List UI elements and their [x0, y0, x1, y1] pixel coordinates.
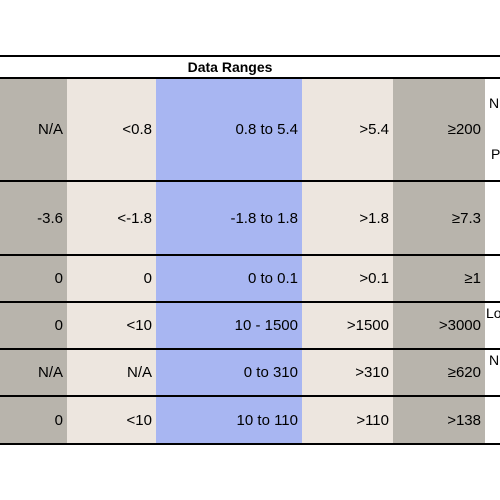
table-cell: <10 — [67, 303, 156, 348]
table-row: 0 0 0 to 0.1 >0.1 ≥1 — [0, 256, 500, 303]
table-cell: >138 — [393, 397, 485, 443]
table-cell: -1.8 to 1.8 — [156, 182, 302, 254]
table-cell: N/A — [67, 350, 156, 395]
table-cell: >5.4 — [302, 79, 393, 180]
table-cell: ≥620 — [393, 350, 485, 395]
table-title-bar: Data Ranges — [0, 55, 500, 79]
table-cell: >3000 — [393, 303, 485, 348]
table-cell: <10 — [67, 397, 156, 443]
row-note: Lo — [486, 305, 500, 321]
row-note: P — [491, 146, 500, 162]
row-note: N — [489, 352, 500, 368]
table-cell: >310 — [302, 350, 393, 395]
table-cell: <0.8 — [67, 79, 156, 180]
table-cell: 10 to 110 — [156, 397, 302, 443]
table-cell: ≥1 — [393, 256, 485, 301]
table-cell: ≥7.3 — [393, 182, 485, 254]
table-cell: ≥200 — [393, 79, 485, 180]
table-cell: >0.1 — [302, 256, 393, 301]
table-row: N/A N/A 0 to 310 >310 ≥620 N — [0, 350, 500, 397]
table-cell: >110 — [302, 397, 393, 443]
table-cell: 0 to 310 — [156, 350, 302, 395]
table-cell: 0 — [67, 256, 156, 301]
table-cell: 0 — [0, 303, 67, 348]
table-cell: N/A — [0, 350, 67, 395]
table-row: -3.6 <-1.8 -1.8 to 1.8 >1.8 ≥7.3 — [0, 182, 500, 256]
table-cell: -3.6 — [0, 182, 67, 254]
table-row: 0 <10 10 - 1500 >1500 >3000 Lo — [0, 303, 500, 350]
table-cell: N/A — [0, 79, 67, 180]
table-cell: 0.8 to 5.4 — [156, 79, 302, 180]
row-note: N — [489, 95, 500, 111]
table-cell: 10 - 1500 — [156, 303, 302, 348]
table-cell: 0 to 0.1 — [156, 256, 302, 301]
table-title: Data Ranges — [187, 59, 273, 75]
table-cell: >1.8 — [302, 182, 393, 254]
table-cell: 0 — [0, 256, 67, 301]
table-row: 0 <10 10 to 110 >110 >138 — [0, 397, 500, 445]
table-cell: 0 — [0, 397, 67, 443]
table-cell: <-1.8 — [67, 182, 156, 254]
table-cell: >1500 — [302, 303, 393, 348]
table-row: N/A <0.8 0.8 to 5.4 >5.4 ≥200 N P — [0, 79, 500, 182]
